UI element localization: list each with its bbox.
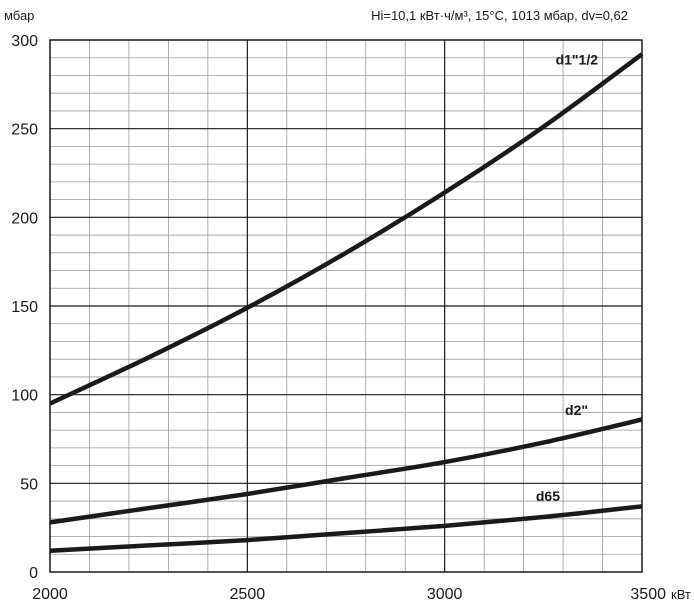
- series-label: d65: [536, 488, 560, 504]
- y-tick-label: 50: [20, 476, 38, 493]
- y-tick-label: 0: [29, 565, 38, 582]
- y-tick-label: 100: [11, 388, 38, 405]
- y-tick-label: 250: [11, 122, 38, 139]
- series-line: [49, 52, 644, 406]
- series-curves: [49, 52, 644, 553]
- y-tick-label: 150: [11, 299, 38, 316]
- series-label: d2": [565, 402, 588, 418]
- plot-frame: [49, 39, 643, 573]
- x-tick-label: 2500: [230, 586, 266, 603]
- y-axis-unit-label: мбар: [4, 8, 34, 23]
- x-tick-label: 3000: [427, 586, 463, 603]
- series-label: d1"1/2: [556, 52, 599, 68]
- x-tick-label: 2000: [32, 586, 68, 603]
- x-axis-tick-labels: 2000 2500 3000 3500: [32, 586, 666, 603]
- series-labels: d1"1/2 d2" d65: [536, 52, 598, 505]
- y-tick-label: 200: [11, 210, 38, 227]
- y-axis-tick-labels: 0 50 100 150 200 250 300: [11, 33, 38, 582]
- x-axis-unit-label: кВт: [671, 587, 691, 602]
- y-tick-label: 300: [11, 33, 38, 50]
- conditions-note: Hi=10,1 кВт·ч/м³, 15°C, 1013 мбар, dv=0,…: [371, 8, 628, 23]
- series-line: [49, 417, 643, 525]
- x-tick-label: 3500: [630, 586, 666, 603]
- series-line: [49, 504, 643, 553]
